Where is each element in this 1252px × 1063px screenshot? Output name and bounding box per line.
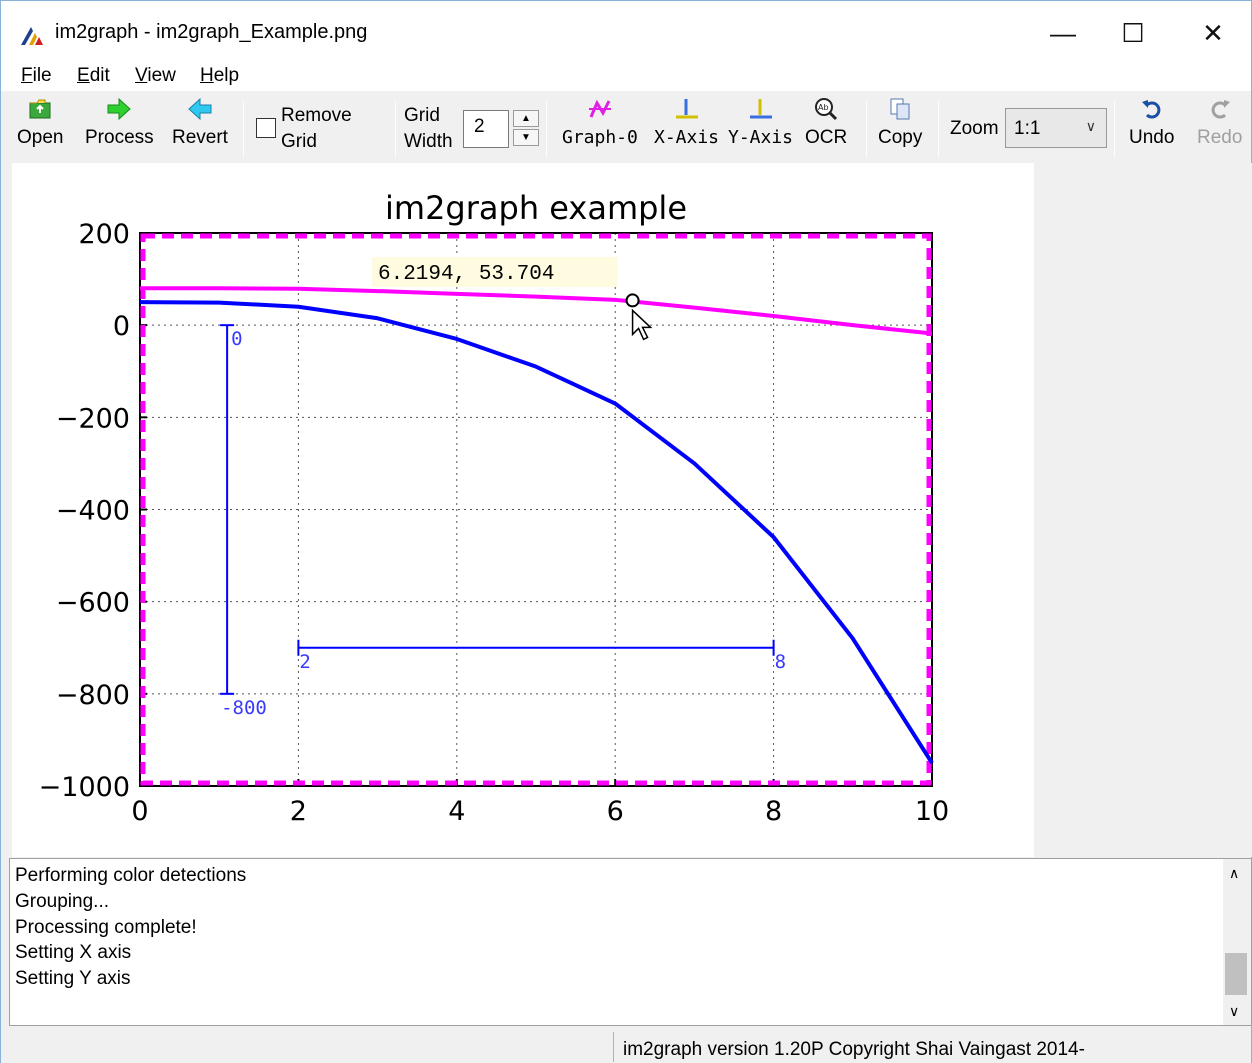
status-bar: im2graph version 1.20P Copyright Shai Va… [1, 1028, 1251, 1063]
x-tick-label: 4 [448, 796, 465, 827]
x-tick-label: 10 [915, 796, 949, 827]
y-tick-label: −600 [56, 588, 130, 619]
arrow-left-icon [188, 97, 212, 121]
y-tick-label: −200 [56, 403, 130, 434]
status-divider [613, 1032, 614, 1062]
remove-grid-label-2: Grid [281, 131, 317, 152]
caret-down-icon: ▼ [521, 132, 531, 143]
zoom-value: 1:1 [1014, 118, 1041, 139]
y-tick-label: −1000 [39, 772, 130, 803]
y-axis-marker-label: 0 [231, 328, 242, 350]
menu-help-label: elp [213, 65, 240, 86]
minimize-icon: — [1050, 17, 1076, 48]
log-scrollbar[interactable]: ∧ ∨ [1223, 859, 1251, 1025]
chart-title: im2graph example [385, 189, 687, 227]
x-axis-marker-label: 8 [775, 651, 786, 673]
menu-help[interactable]: Help [200, 65, 239, 87]
open-label: Open [17, 127, 64, 148]
open-folder-icon [29, 99, 51, 119]
cursor-point-marker [625, 293, 640, 308]
grid-width-label-1: Grid [404, 105, 440, 126]
x-axis-marker-label: 2 [299, 651, 310, 673]
chevron-down-icon: ∨ [1085, 118, 1096, 134]
zoom-select[interactable]: 1:1 ∨ [1005, 108, 1107, 148]
window-title: im2graph - im2graph_Example.png [55, 21, 368, 43]
toolbar-separator [546, 101, 547, 157]
x-tick-label: 0 [131, 796, 148, 827]
open-button[interactable]: Open [17, 97, 63, 157]
zoom-label: Zoom [950, 118, 999, 139]
scroll-thumb[interactable] [1225, 953, 1247, 995]
toolbar-separator [395, 101, 396, 157]
close-button[interactable]: ✕ [1181, 13, 1245, 53]
caret-up-icon: ▲ [521, 113, 531, 124]
grid-width-label-2: Width [404, 131, 453, 152]
image-canvas[interactable]: im2graph example 0 2 4 6 8 10 200 0 −200 −400 −600 −… [12, 163, 1034, 857]
menu-bar: File Edit View Help [1, 61, 1251, 91]
status-text: im2graph version 1.20P Copyright Shai Va… [623, 1039, 1085, 1060]
revert-button[interactable]: Revert [172, 97, 228, 157]
y-tick-label: −400 [56, 496, 130, 527]
y-tick-label: −800 [56, 680, 130, 711]
cursor-readout: 6.2194, 53.704 [378, 263, 554, 286]
x-tick-label: 8 [765, 796, 782, 827]
title-bar: im2graph - im2graph_Example.png — ☐ ✕ [1, 1, 1251, 61]
log-line: Performing color detections [15, 865, 247, 886]
toolbar-separator [1114, 101, 1115, 157]
close-icon: ✕ [1202, 17, 1224, 48]
app-logo-icon [21, 27, 43, 45]
log-line: Setting X axis [15, 942, 132, 963]
log-panel[interactable]: Performing color detections Grouping... … [9, 858, 1252, 1026]
menu-view-accel: V [135, 65, 148, 86]
maximize-icon: ☐ [1121, 17, 1145, 48]
series-line-blue [139, 300, 934, 765]
arrow-right-icon [107, 97, 132, 121]
cursor-readout-bg [372, 257, 618, 287]
grid-width-input[interactable]: 2 [463, 110, 509, 148]
plot-image[interactable]: im2graph example 0 2 4 6 8 10 200 0 −200 −400 −600 −… [12, 163, 1034, 857]
grid-width-decrement[interactable]: ▼ [513, 129, 539, 146]
toolbar-separator [243, 101, 244, 157]
process-button[interactable]: Process [85, 97, 154, 157]
process-label: Process [85, 127, 154, 148]
menu-view[interactable]: View [135, 65, 176, 87]
menu-edit-accel: E [77, 65, 90, 86]
maximize-button[interactable]: ☐ [1101, 13, 1165, 53]
remove-grid-checkbox[interactable] [256, 118, 276, 138]
log-line: Setting Y axis [15, 968, 131, 989]
y-tick-label: 200 [78, 219, 130, 250]
log-line: Grouping... [15, 891, 109, 912]
menu-view-label: iew [147, 65, 176, 86]
menu-file-accel: F [21, 65, 33, 86]
remove-grid-label-1: Remove [281, 105, 352, 126]
menu-edit-label: dit [89, 65, 110, 86]
grid-width-increment[interactable]: ▲ [513, 110, 539, 127]
revert-label: Revert [172, 127, 228, 148]
y-axis-marker-label: -800 [221, 697, 267, 719]
menu-file-label: ile [32, 65, 52, 86]
log-line: Processing complete! [15, 917, 197, 938]
scroll-up-icon[interactable]: ∧ [1229, 865, 1240, 881]
mouse-pointer-icon [631, 308, 653, 341]
canvas-empty-area [1034, 163, 1252, 857]
menu-file[interactable]: File [21, 65, 52, 87]
x-tick-label: 6 [607, 796, 624, 827]
series-line-magenta [140, 286, 933, 336]
x-tick-label: 2 [290, 796, 307, 827]
menu-help-accel: H [200, 65, 214, 86]
y-tick-label: 0 [113, 311, 130, 342]
scroll-down-icon[interactable]: ∨ [1229, 1003, 1240, 1019]
menu-edit[interactable]: Edit [77, 65, 110, 87]
toolbar-separator [938, 101, 939, 157]
minimize-button[interactable]: — [1031, 13, 1095, 53]
toolbar-separator [866, 101, 867, 157]
